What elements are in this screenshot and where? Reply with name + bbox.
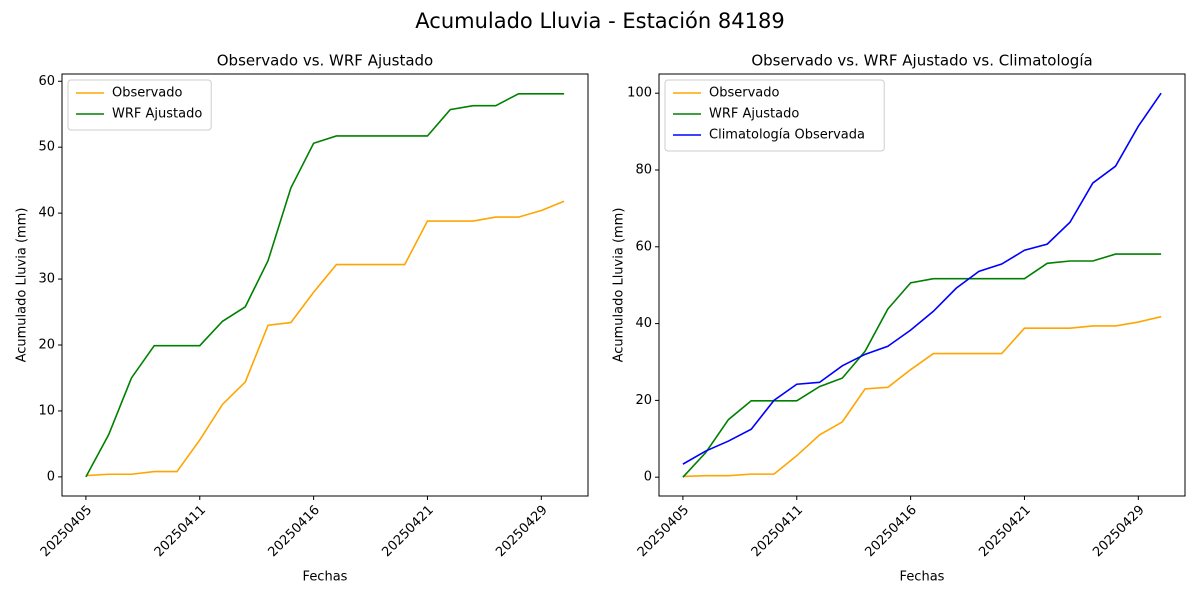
x-tick-label: 20250429: [1090, 503, 1147, 560]
legend-label: Observado: [709, 86, 780, 101]
x-tick-label: 20250411: [152, 503, 209, 560]
x-tick-label: 20250405: [38, 503, 95, 560]
y-tick-label: 60: [38, 74, 55, 89]
x-tick-label: 20250421: [976, 503, 1033, 560]
y-tick-label: 0: [47, 469, 55, 484]
series-line: [85, 200, 565, 477]
y-tick-label: 100: [627, 86, 652, 101]
y-tick-label: 40: [635, 316, 652, 331]
series-line: [682, 92, 1162, 465]
y-tick-label: 60: [635, 239, 652, 254]
axes-frame: [658, 73, 1186, 497]
x-tick-label: 20250405: [635, 503, 692, 560]
y-tick-label: 30: [38, 272, 55, 287]
series-line: [682, 253, 1162, 478]
x-tick-label: 20250421: [379, 503, 436, 560]
legend-label: WRF Ajustado: [112, 107, 202, 122]
legend-box: [664, 79, 885, 152]
y-axis-label: Acumulado Lluvia (mm): [612, 208, 627, 363]
x-axis-label: Fechas: [900, 570, 945, 585]
x-axis-label: Fechas: [303, 570, 348, 585]
y-tick-label: 80: [635, 162, 652, 177]
y-tick-label: 40: [38, 206, 55, 221]
x-tick-label: 20250411: [749, 503, 806, 560]
x-tick-label: 20250416: [266, 503, 323, 560]
y-tick-label: 0: [644, 470, 652, 485]
y-tick-label: 50: [38, 140, 55, 155]
axes-frame: [61, 73, 589, 497]
figure-title: Acumulado Lluvia - Estación 84189: [415, 9, 784, 33]
y-axis-label: Acumulado Lluvia (mm): [15, 208, 30, 363]
axes-title: Observado vs. WRF Ajustado vs. Climatolo…: [751, 52, 1092, 70]
legend-label: Observado: [112, 86, 183, 101]
x-tick-label: 20250416: [863, 503, 920, 560]
x-tick-label: 20250429: [493, 503, 550, 560]
axes-title: Observado vs. WRF Ajustado: [217, 52, 433, 70]
legend-label: Climatología Observada: [709, 128, 865, 143]
y-tick-label: 20: [38, 338, 55, 353]
y-tick-label: 10: [38, 403, 55, 418]
series-line: [682, 315, 1162, 478]
y-tick-label: 20: [635, 393, 652, 408]
legend-label: WRF Ajustado: [709, 107, 799, 122]
series-line: [85, 92, 565, 478]
